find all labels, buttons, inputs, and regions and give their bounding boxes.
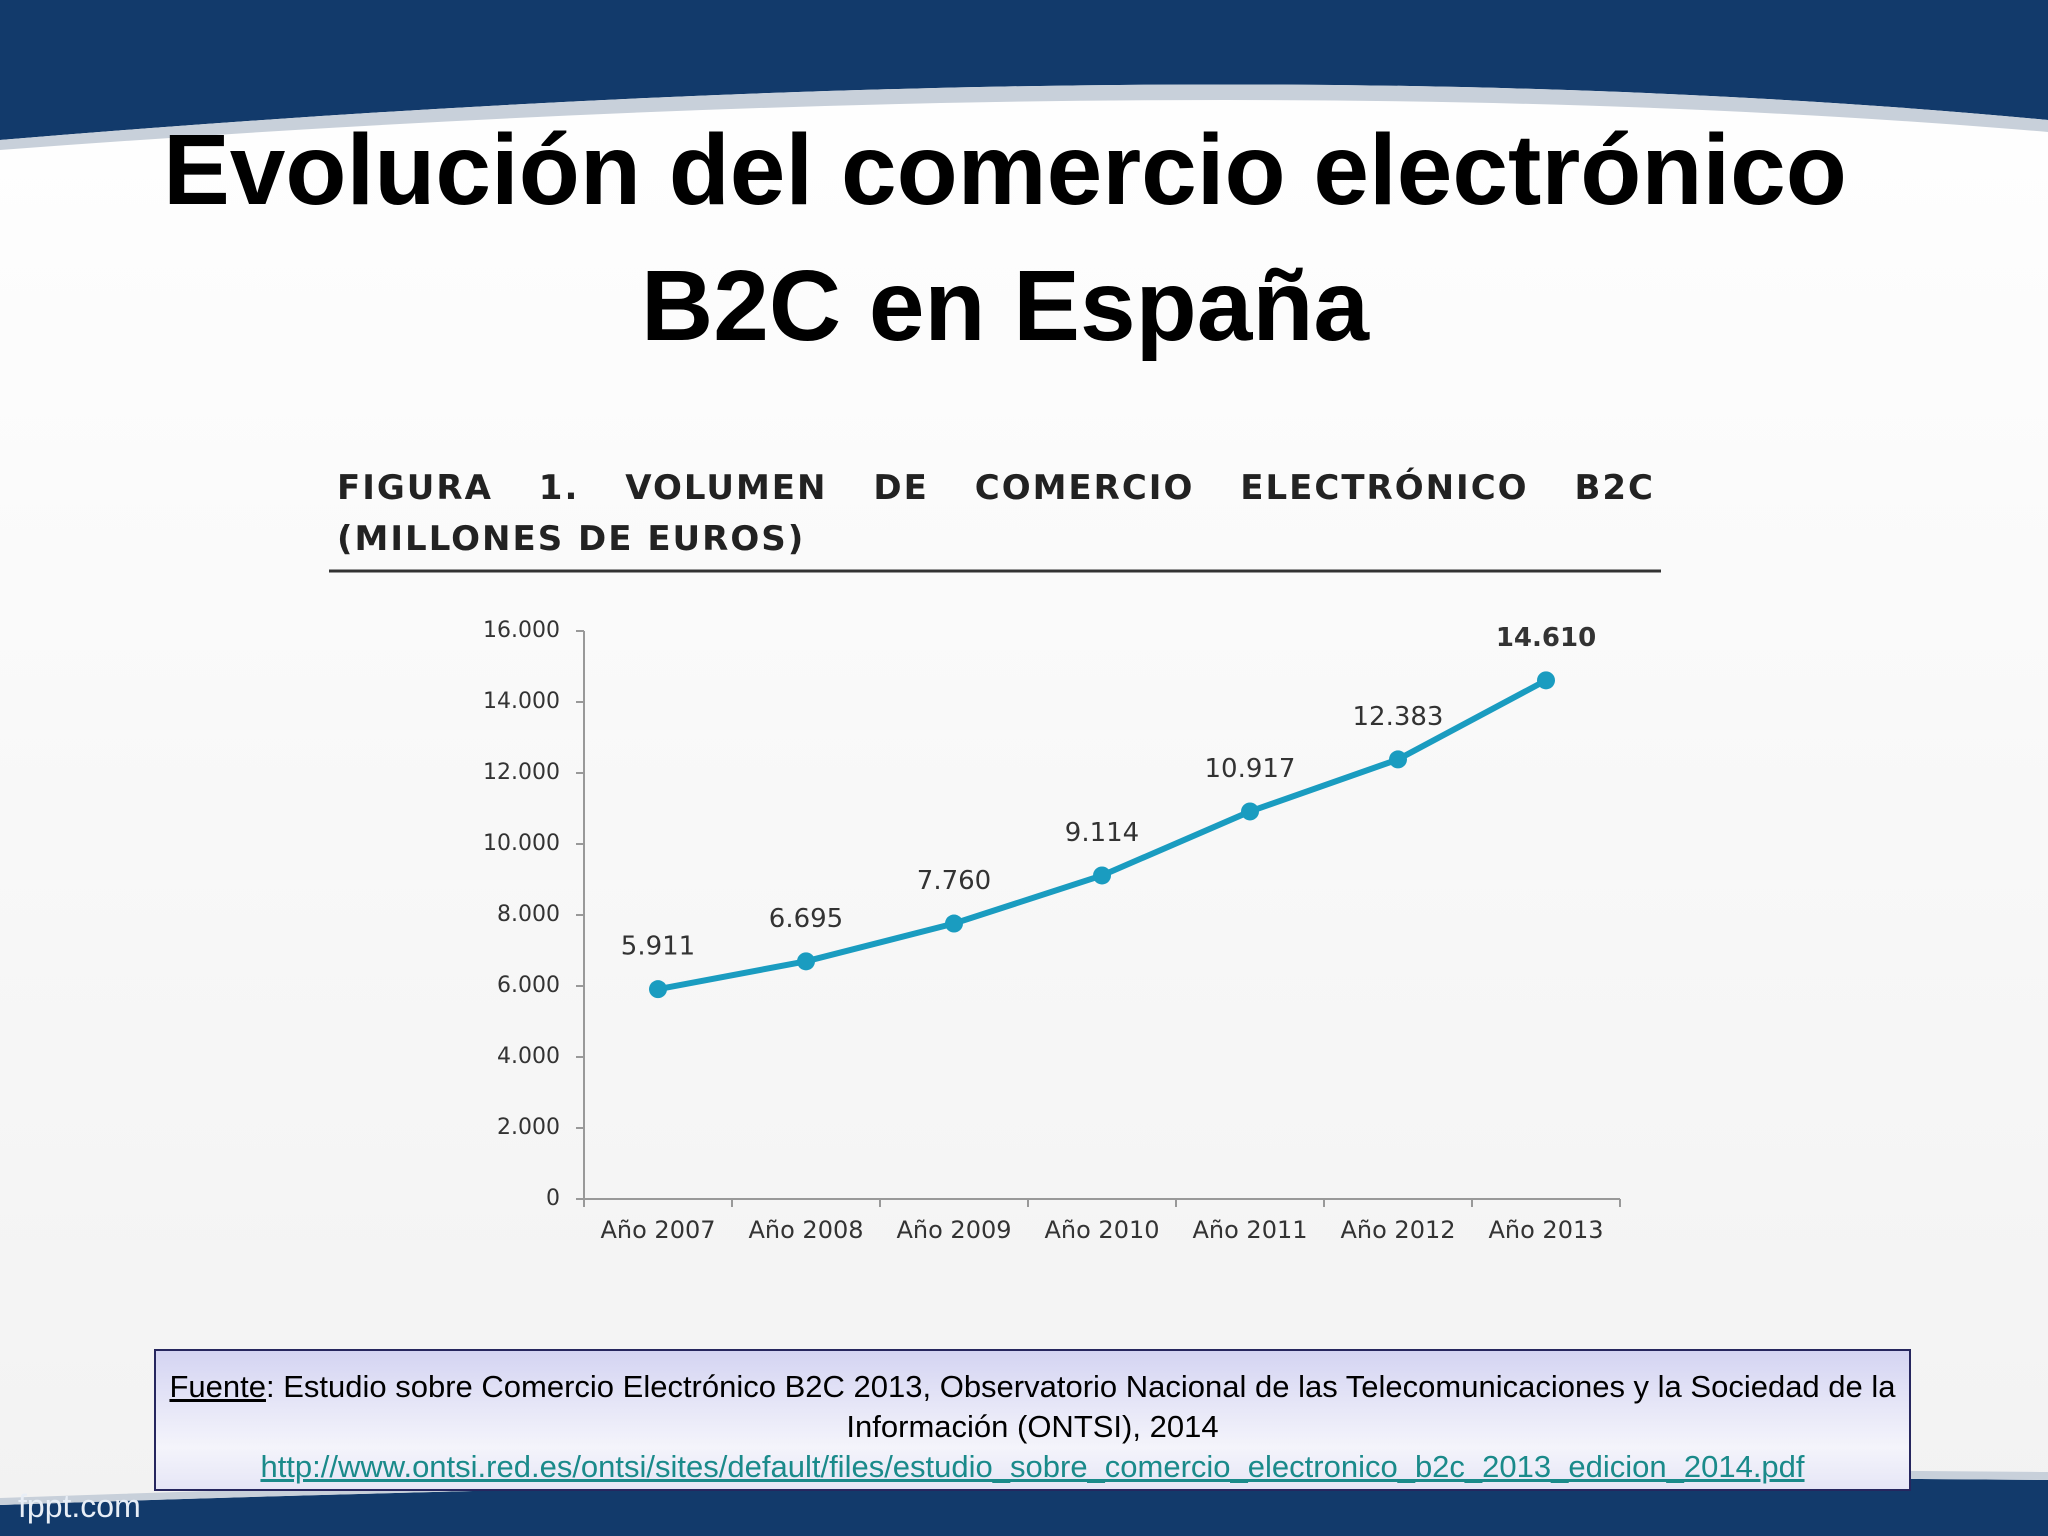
y-tick-label: 10.000 [483, 831, 560, 856]
source-box: Fuente: Estudio sobre Comercio Electróni… [154, 1349, 1911, 1491]
y-tick-label: 8.000 [497, 902, 560, 927]
title-line: Evolución del comercio electrónico [163, 114, 1847, 226]
source-text: : Estudio sobre Comercio Electrónico B2C… [265, 1369, 1896, 1444]
point [1093, 866, 1111, 885]
y-tick-label: 14.000 [483, 689, 560, 714]
value-label: 9.114 [1065, 818, 1139, 848]
source-label: Fuente [169, 1369, 266, 1404]
y-tick-label: 16.000 [483, 618, 560, 643]
point [945, 914, 963, 933]
x-tick-label: Año 2008 [748, 1216, 863, 1244]
point [1537, 671, 1555, 690]
x-tick-label: Año 2011 [1192, 1216, 1307, 1244]
value-label: 7.760 [917, 866, 991, 896]
x-tick-label: Año 2007 [600, 1216, 715, 1244]
y-tick-label: 0 [546, 1186, 560, 1211]
x-tick-label: Año 2013 [1488, 1216, 1603, 1244]
point [797, 952, 815, 971]
point [1389, 750, 1407, 769]
value-label: 5.911 [621, 932, 695, 962]
value-label: 10.917 [1205, 754, 1296, 784]
source-link[interactable]: http://www.ontsi.red.es/ontsi/sites/defa… [260, 1449, 1805, 1484]
value-label: 6.695 [769, 904, 843, 934]
y-tick-label: 12.000 [483, 760, 560, 785]
value-label: 14.610 [1496, 623, 1596, 653]
x-tick-label: Año 2012 [1340, 1216, 1455, 1244]
value-label: 12.383 [1353, 702, 1444, 732]
x-tick-label: Año 2010 [1044, 1216, 1159, 1244]
y-tick-label: 4.000 [497, 1044, 560, 1069]
x-tick-label: Año 2009 [896, 1216, 1011, 1244]
point [1241, 802, 1259, 821]
watermark: fppt.com [18, 1488, 141, 1524]
y-tick-label: 6.000 [497, 973, 560, 998]
point [649, 980, 667, 999]
chart-title: FIGURA 1. VOLUMEN DE COMERCIO ELECTRÓNIC… [337, 468, 1655, 559]
title-line: B2C en España [640, 250, 1370, 362]
y-tick-label: 2.000 [497, 1115, 560, 1140]
